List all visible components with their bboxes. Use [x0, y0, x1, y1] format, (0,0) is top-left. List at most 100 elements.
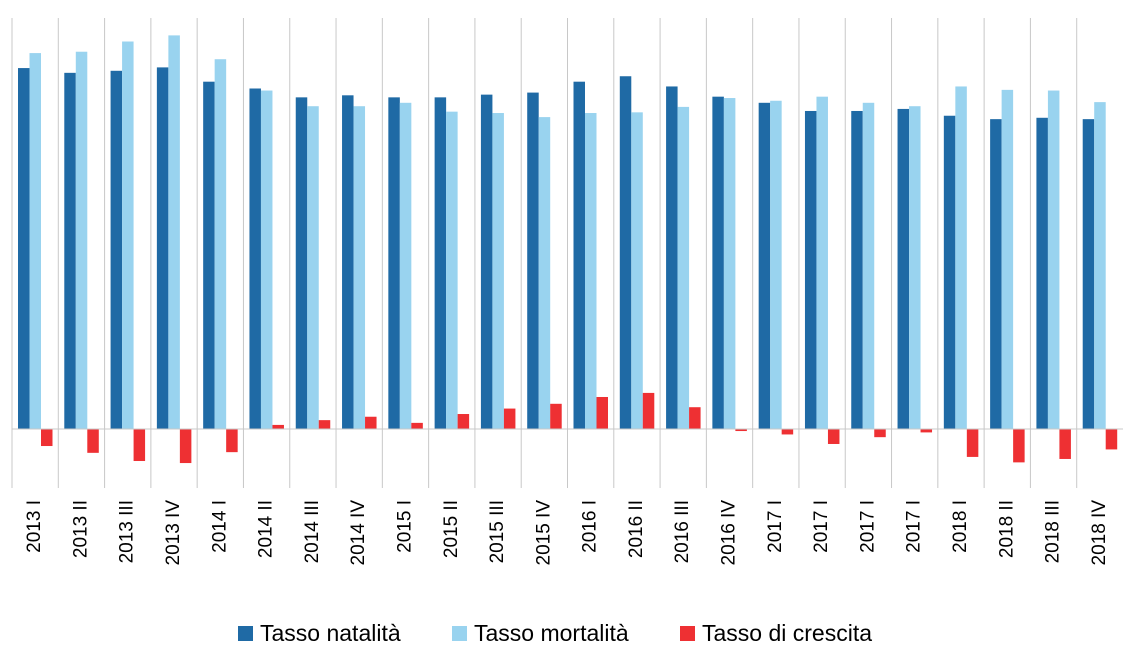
bar-tasso-natalit- — [434, 97, 447, 429]
bar-tasso-mortalit- — [75, 51, 88, 429]
bar-tasso-di-crescita — [226, 429, 238, 453]
bar-tasso-natalit- — [1082, 119, 1095, 430]
bar-tasso-natalit- — [573, 81, 585, 429]
bar-tasso-mortalit- — [1001, 89, 1014, 429]
bar-tasso-di-crescita — [920, 429, 933, 433]
bar-tasso-mortalit- — [955, 86, 967, 429]
bar-tasso-di-crescita — [827, 429, 840, 444]
bar-tasso-mortalit- — [168, 35, 180, 430]
bar-tasso-di-crescita — [550, 403, 562, 429]
x-tick-label: 2014 IV — [348, 500, 369, 566]
bar-tasso-di-crescita — [503, 408, 516, 429]
bar-tasso-di-crescita — [874, 429, 886, 438]
bar-tasso-natalit- — [666, 86, 678, 429]
x-tick-label: 2017 I — [904, 500, 925, 553]
bar-tasso-mortalit- — [492, 113, 504, 430]
x-axis-tick-labels: 2013 I 2013 II 2013 III 2013 IV 2014 I 2014 I… — [24, 500, 1110, 566]
bar-tasso-mortalit- — [307, 106, 319, 430]
x-tick-label: 2013 III — [117, 500, 138, 563]
legend-label: Tasso natalità — [260, 620, 401, 645]
bar-tasso-mortalit- — [260, 90, 273, 429]
bar-tasso-natalit- — [480, 94, 493, 429]
bar-tasso-natalit- — [388, 97, 400, 429]
bar-tasso-di-crescita — [87, 429, 99, 453]
bar-tasso-mortalit- — [677, 106, 690, 430]
x-tick-label: 2017 I — [811, 500, 832, 553]
bar-tasso-di-crescita — [1059, 429, 1071, 459]
bar-tasso-mortalit- — [816, 96, 828, 429]
legend-swatch — [238, 626, 253, 641]
x-tick-label: 2016 I — [580, 500, 601, 553]
bar-tasso-mortalit- — [29, 53, 41, 429]
bar-tasso-di-crescita — [365, 416, 377, 429]
x-tick-label: 2015 IV — [533, 500, 554, 566]
bar-tasso-natalit- — [64, 72, 76, 429]
x-tick-label: 2017 I — [857, 500, 878, 553]
legend-label: Tasso di crescita — [702, 620, 872, 645]
bar-tasso-di-crescita — [457, 414, 470, 429]
x-tick-label: 2015 III — [487, 500, 508, 563]
x-tick-label: 2013 II — [70, 500, 91, 558]
bar-tasso-natalit- — [18, 68, 30, 429]
bar-tasso-natalit- — [527, 92, 539, 429]
x-tick-label: 2014 III — [302, 500, 323, 563]
x-tick-label: 2013 IV — [163, 500, 184, 566]
bar-tasso-mortalit- — [1047, 90, 1060, 429]
legend-swatch — [452, 626, 467, 641]
bar-tasso-natalit- — [295, 97, 308, 429]
bar-tasso-mortalit- — [353, 106, 366, 430]
bar-tasso-di-crescita — [272, 424, 284, 429]
bar-tasso-mortalit- — [723, 98, 736, 429]
bar-tasso-natalit- — [851, 110, 863, 430]
x-tick-label: 2016 II — [626, 500, 647, 558]
bar-tasso-natalit- — [1036, 117, 1048, 430]
bar-tasso-natalit- — [203, 81, 215, 429]
bar-tasso-di-crescita — [1105, 429, 1118, 450]
bar-tasso-mortalit- — [399, 102, 412, 430]
bar-tasso-di-crescita — [133, 429, 146, 462]
bar-tasso-mortalit- — [446, 111, 458, 430]
bar-tasso-di-crescita — [689, 407, 701, 429]
bar-tasso-mortalit- — [585, 113, 597, 430]
x-tick-label: 2018 I — [950, 500, 971, 553]
bar-tasso-natalit- — [758, 102, 771, 430]
x-tick-label: 2015 II — [441, 500, 462, 558]
x-tick-label: 2016 III — [672, 500, 693, 563]
bar-tasso-di-crescita — [318, 420, 331, 429]
bar-tasso-natalit- — [110, 70, 123, 429]
bar-tasso-natalit- — [342, 95, 354, 429]
grid-lines — [11, 18, 1078, 488]
bar-tasso-mortalit- — [770, 100, 782, 430]
bar-tasso-di-crescita — [781, 429, 794, 435]
bar-tasso-di-crescita — [411, 422, 423, 429]
bar-tasso-di-crescita — [1013, 429, 1025, 463]
bar-tasso-natalit- — [943, 115, 956, 430]
bar-tasso-natalit- — [990, 119, 1002, 430]
bar-tasso-di-crescita — [966, 429, 979, 457]
bar-tasso-natalit- — [712, 96, 724, 429]
bar-tasso-di-crescita — [41, 429, 53, 447]
bar-tasso-mortalit- — [538, 117, 551, 430]
x-tick-label: 2014 I — [209, 500, 230, 553]
bar-tasso-mortalit- — [1094, 102, 1106, 430]
x-tick-label: 2018 II — [996, 500, 1017, 558]
legend-swatch — [680, 626, 695, 641]
legend: Tasso natalità Tasso mortalità Tasso di cr… — [238, 620, 872, 645]
bar-tasso-mortalit- — [122, 41, 134, 430]
bar-tasso-natalit- — [156, 67, 169, 429]
bar-tasso-natalit- — [897, 108, 910, 430]
bar-tasso-mortalit- — [631, 112, 643, 430]
bar-tasso-mortalit- — [862, 102, 875, 430]
x-tick-label: 2015 I — [394, 500, 415, 553]
bar-tasso-natalit- — [619, 76, 632, 429]
bar-tasso-di-crescita — [735, 429, 747, 432]
x-tick-label: 2014 II — [256, 500, 277, 558]
bar-tasso-natalit- — [804, 110, 817, 430]
bar-tasso-mortalit- — [909, 106, 921, 430]
legend-label: Tasso mortalità — [474, 620, 629, 645]
bar-tasso-natalit- — [249, 88, 261, 429]
x-tick-label: 2017 I — [765, 500, 786, 553]
bar-tasso-di-crescita — [642, 392, 655, 429]
bar-tasso-di-crescita — [179, 429, 192, 464]
